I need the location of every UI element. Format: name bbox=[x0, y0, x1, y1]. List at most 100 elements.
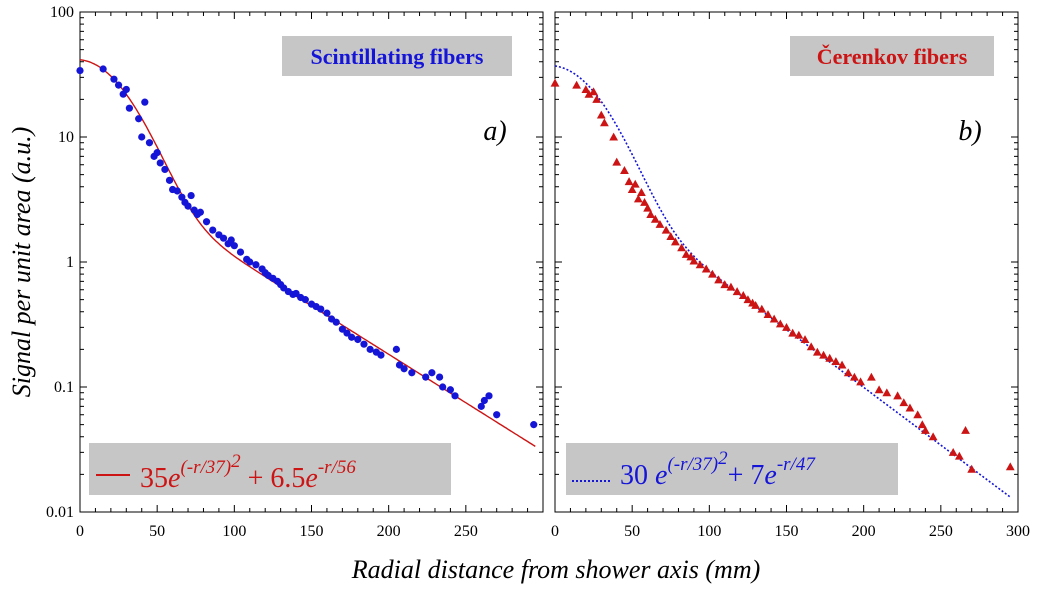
data-point bbox=[775, 319, 785, 328]
fit-curve-a bbox=[79, 59, 536, 447]
data-point bbox=[620, 166, 629, 174]
data-point bbox=[627, 185, 637, 194]
data-point bbox=[114, 81, 123, 89]
data-point bbox=[236, 248, 245, 256]
data-point bbox=[439, 383, 447, 391]
x-tick-label: 100 bbox=[697, 523, 721, 540]
legend-title-b: Čerenkov fibers bbox=[817, 44, 968, 69]
formula-e2-a: e bbox=[305, 463, 317, 494]
data-point bbox=[837, 360, 847, 369]
data-point bbox=[343, 329, 351, 337]
data-point bbox=[893, 391, 903, 400]
data-point bbox=[633, 194, 643, 203]
data-point bbox=[819, 350, 828, 359]
formula-box-b: 30 e(-r/37)2+ 7e-r/47 bbox=[566, 443, 898, 495]
data-point bbox=[782, 322, 791, 331]
data-point bbox=[677, 243, 686, 252]
y-axis-label: Signal per unit area (a.u.) bbox=[7, 127, 36, 398]
data-point bbox=[202, 218, 211, 226]
ticks-a: 0 50 100 150 200 250 0.01 0.1 1 10 100 bbox=[46, 4, 544, 540]
data-point bbox=[173, 187, 181, 195]
data-point bbox=[763, 310, 773, 319]
data-point bbox=[681, 250, 691, 258]
formula-e1-a: e bbox=[168, 463, 180, 494]
data-point bbox=[125, 104, 133, 112]
data-point bbox=[757, 304, 767, 313]
data-point bbox=[655, 219, 665, 228]
data-point bbox=[921, 425, 930, 434]
data-point bbox=[530, 421, 538, 429]
legend-title-a: Scintillating fibers bbox=[311, 44, 484, 69]
data-point bbox=[967, 464, 977, 473]
data-point bbox=[899, 398, 909, 407]
data-point bbox=[743, 295, 753, 304]
data-point bbox=[794, 330, 804, 339]
data-point bbox=[110, 75, 118, 83]
data-point bbox=[161, 165, 169, 174]
formula-coef1-b: 30 bbox=[620, 460, 655, 491]
data-point bbox=[408, 369, 416, 377]
data-point bbox=[850, 372, 859, 381]
data-point bbox=[640, 197, 649, 206]
data-point bbox=[227, 236, 235, 244]
data-point bbox=[184, 202, 192, 210]
data-point bbox=[905, 403, 915, 412]
data-point bbox=[637, 188, 646, 196]
data-point bbox=[670, 237, 680, 246]
panel-tag-a: a) bbox=[483, 116, 506, 147]
formula-sq-b: 2 bbox=[718, 448, 728, 469]
data-point bbox=[831, 357, 841, 366]
formula-box-a: 35e(-r/37)2 + 6.5e-r/56 bbox=[89, 443, 451, 495]
data-point bbox=[720, 280, 730, 289]
formula-box-bg-a bbox=[89, 443, 451, 495]
data-point bbox=[666, 232, 676, 241]
data-point bbox=[428, 369, 436, 377]
data-point bbox=[643, 203, 652, 212]
data-point bbox=[451, 392, 459, 400]
data-point bbox=[825, 353, 835, 362]
data-point bbox=[422, 373, 430, 381]
data-point bbox=[196, 208, 204, 216]
data-point bbox=[769, 314, 779, 323]
data-point bbox=[592, 94, 602, 103]
data-point bbox=[646, 210, 656, 218]
data-point bbox=[708, 269, 717, 278]
data-point bbox=[400, 365, 408, 373]
data-point bbox=[99, 65, 107, 73]
data-point bbox=[751, 300, 761, 309]
formula-b: 30 e(-r/37)2+ 7e-r/47 bbox=[620, 448, 816, 491]
data-point bbox=[145, 139, 154, 147]
data-point bbox=[788, 328, 798, 337]
formula-exp1-a: (-r/37) bbox=[180, 457, 231, 478]
data-point bbox=[624, 177, 634, 186]
y-tick-label: 1 bbox=[66, 254, 74, 271]
data-point bbox=[332, 318, 340, 326]
ticks-b: 0 50 100 150 200 250 300 bbox=[551, 12, 1030, 540]
data-point bbox=[689, 256, 699, 265]
data-point bbox=[596, 110, 606, 119]
data-point bbox=[323, 309, 331, 317]
data-point bbox=[589, 87, 598, 96]
data-point bbox=[856, 377, 865, 386]
data-point bbox=[122, 85, 130, 94]
formula-exp1-b: (-r/37) bbox=[667, 454, 718, 475]
data-point bbox=[954, 451, 964, 460]
data-point bbox=[135, 115, 143, 123]
data-point bbox=[317, 305, 325, 313]
data-point bbox=[874, 385, 884, 394]
x-tick-label: 50 bbox=[149, 523, 165, 540]
formula-e1-b: e bbox=[655, 460, 667, 491]
data-point bbox=[913, 410, 923, 419]
x-tick-label: 50 bbox=[624, 523, 640, 540]
data-point bbox=[714, 275, 723, 284]
data-point bbox=[732, 287, 742, 296]
x-tick-label: 250 bbox=[929, 523, 953, 540]
legend-box-b: Čerenkov fibers bbox=[790, 36, 994, 76]
data-point bbox=[435, 373, 444, 381]
data-point bbox=[354, 335, 362, 344]
fit-layer-a bbox=[79, 59, 536, 447]
data-point bbox=[599, 118, 609, 127]
data-point bbox=[366, 345, 374, 353]
data-point bbox=[726, 282, 736, 291]
data-point bbox=[609, 132, 619, 141]
